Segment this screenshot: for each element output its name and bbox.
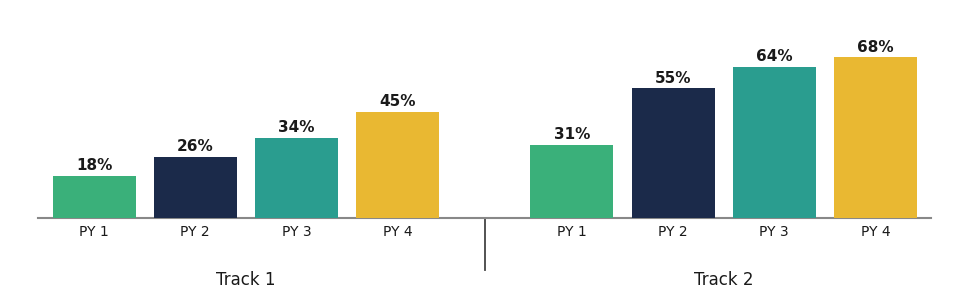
Text: Track 2: Track 2 xyxy=(694,271,754,289)
Text: 68%: 68% xyxy=(857,40,894,55)
Bar xyxy=(356,112,440,218)
Text: 31%: 31% xyxy=(554,128,590,142)
Text: 26%: 26% xyxy=(177,139,214,154)
Bar xyxy=(732,67,816,218)
Text: 45%: 45% xyxy=(379,94,416,109)
Bar xyxy=(632,88,714,218)
Bar xyxy=(154,157,237,218)
Text: 55%: 55% xyxy=(655,71,691,86)
Text: 64%: 64% xyxy=(756,49,793,65)
Bar xyxy=(255,138,338,218)
Text: 18%: 18% xyxy=(76,158,112,173)
Text: Track 1: Track 1 xyxy=(216,271,276,289)
Bar xyxy=(530,145,613,218)
Text: 34%: 34% xyxy=(278,120,315,135)
Bar xyxy=(53,176,135,218)
Bar xyxy=(834,57,917,218)
